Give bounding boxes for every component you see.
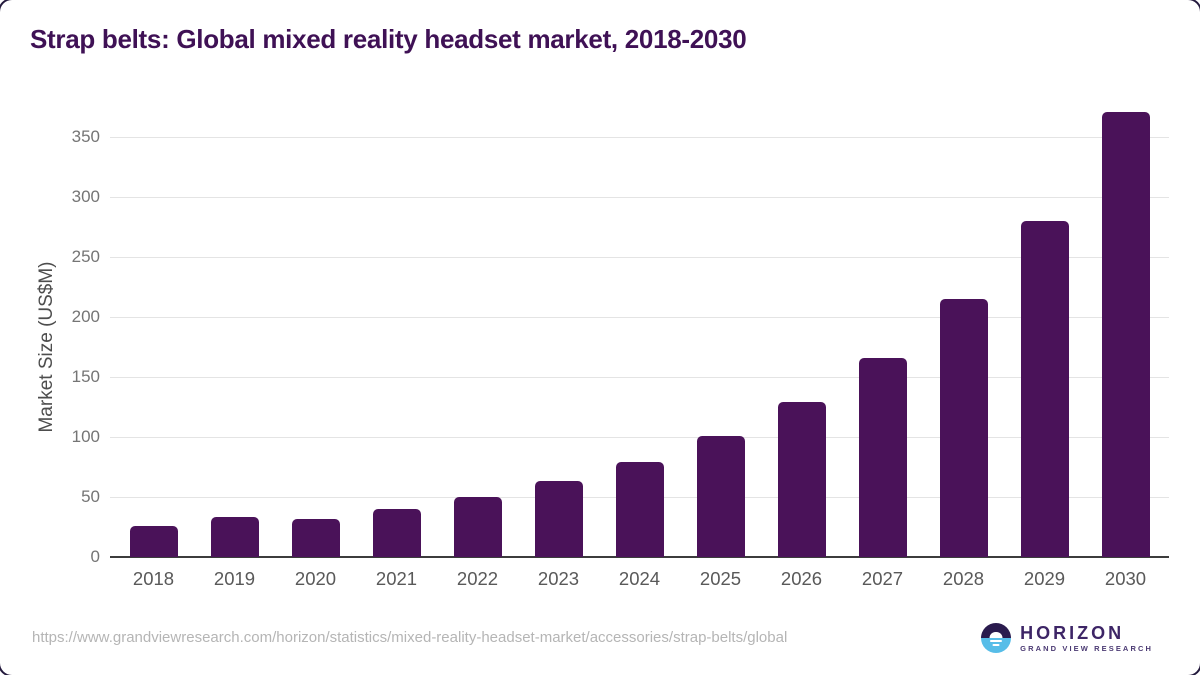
plot-area: 0 50 100 150 200 250 300 350 Market Size (US$M)… [36, 0, 1169, 590]
x-tick-label-2024: 2024 [618, 568, 661, 589]
gridline-250 [110, 256, 1169, 258]
frame-corner [1186, 661, 1200, 675]
bar-2025[interactable] [696, 435, 745, 557]
x-tick-label-2022: 2022 [456, 568, 499, 589]
bar-2020[interactable] [291, 518, 340, 557]
sun-reflection-line [990, 640, 1003, 642]
logo-subtitle: GRAND VIEW RESEARCH [1020, 643, 1153, 653]
bar-2018[interactable] [129, 525, 178, 557]
sunset-horizon-icon [981, 623, 1012, 653]
bar-2024[interactable] [615, 462, 664, 557]
x-tick-label-2018: 2018 [132, 568, 175, 589]
gridline-150 [110, 376, 1169, 378]
y-tick-label-250: 250 [71, 247, 100, 266]
bar-2030[interactable] [1101, 111, 1150, 557]
x-tick-label-2021: 2021 [375, 568, 418, 589]
y-tick-label-300: 300 [71, 187, 100, 206]
x-tick-label-2019: 2019 [213, 568, 256, 589]
bar-2029[interactable] [1020, 221, 1069, 557]
x-tick-label-2029: 2029 [1023, 568, 1066, 589]
frame-corner [0, 661, 14, 675]
gridline-200 [110, 316, 1169, 318]
bar-2026[interactable] [777, 402, 826, 557]
source-url: https://www.grandviewresearch.com/horizo… [32, 629, 788, 646]
y-tick-label-0: 0 [90, 547, 100, 566]
bar-2027[interactable] [858, 357, 907, 557]
logo-text: HORIZON GRAND VIEW RESEARCH [1020, 624, 1153, 653]
sun-reflection-line [992, 644, 1000, 646]
horizon-logo[interactable]: HORIZON GRAND VIEW RESEARCH [981, 620, 1153, 656]
bar-2023[interactable] [534, 481, 583, 557]
x-axis-line [110, 556, 1169, 558]
x-tick-label-2023: 2023 [537, 568, 580, 589]
y-tick-label-150: 150 [71, 367, 100, 386]
x-tick-label-2028: 2028 [942, 568, 985, 589]
chart-title: Strap belts: Global mixed reality headse… [30, 24, 747, 54]
gridline-350 [110, 136, 1169, 138]
y-axis-title: Market Size (US$M) [36, 261, 57, 433]
bar-2021[interactable] [372, 509, 421, 557]
bar-2019[interactable] [210, 517, 259, 557]
x-tick-label-2027: 2027 [861, 568, 904, 589]
x-tick-label-2030: 2030 [1104, 568, 1147, 589]
y-tick-label-50: 50 [81, 487, 100, 506]
y-tick-label-100: 100 [71, 427, 100, 446]
x-axis-labels: 2018 2019 2020 2021 2022 2023 2024 2025 2026 2027… [110, 568, 1169, 590]
gridline-100 [110, 436, 1169, 438]
gridline-300 [110, 196, 1169, 198]
x-tick-label-2026: 2026 [780, 568, 823, 589]
x-tick-label-2020: 2020 [294, 568, 337, 589]
sun-dome-shape [989, 631, 1003, 638]
y-tick-label-200: 200 [71, 307, 100, 326]
bars-row [110, 0, 1169, 557]
y-tick-label-350: 350 [71, 127, 100, 146]
logo-brand-name: HORIZON [1020, 622, 1125, 643]
bar-2028[interactable] [939, 299, 988, 557]
bar-2022[interactable] [453, 497, 502, 557]
x-tick-label-2025: 2025 [699, 568, 742, 589]
